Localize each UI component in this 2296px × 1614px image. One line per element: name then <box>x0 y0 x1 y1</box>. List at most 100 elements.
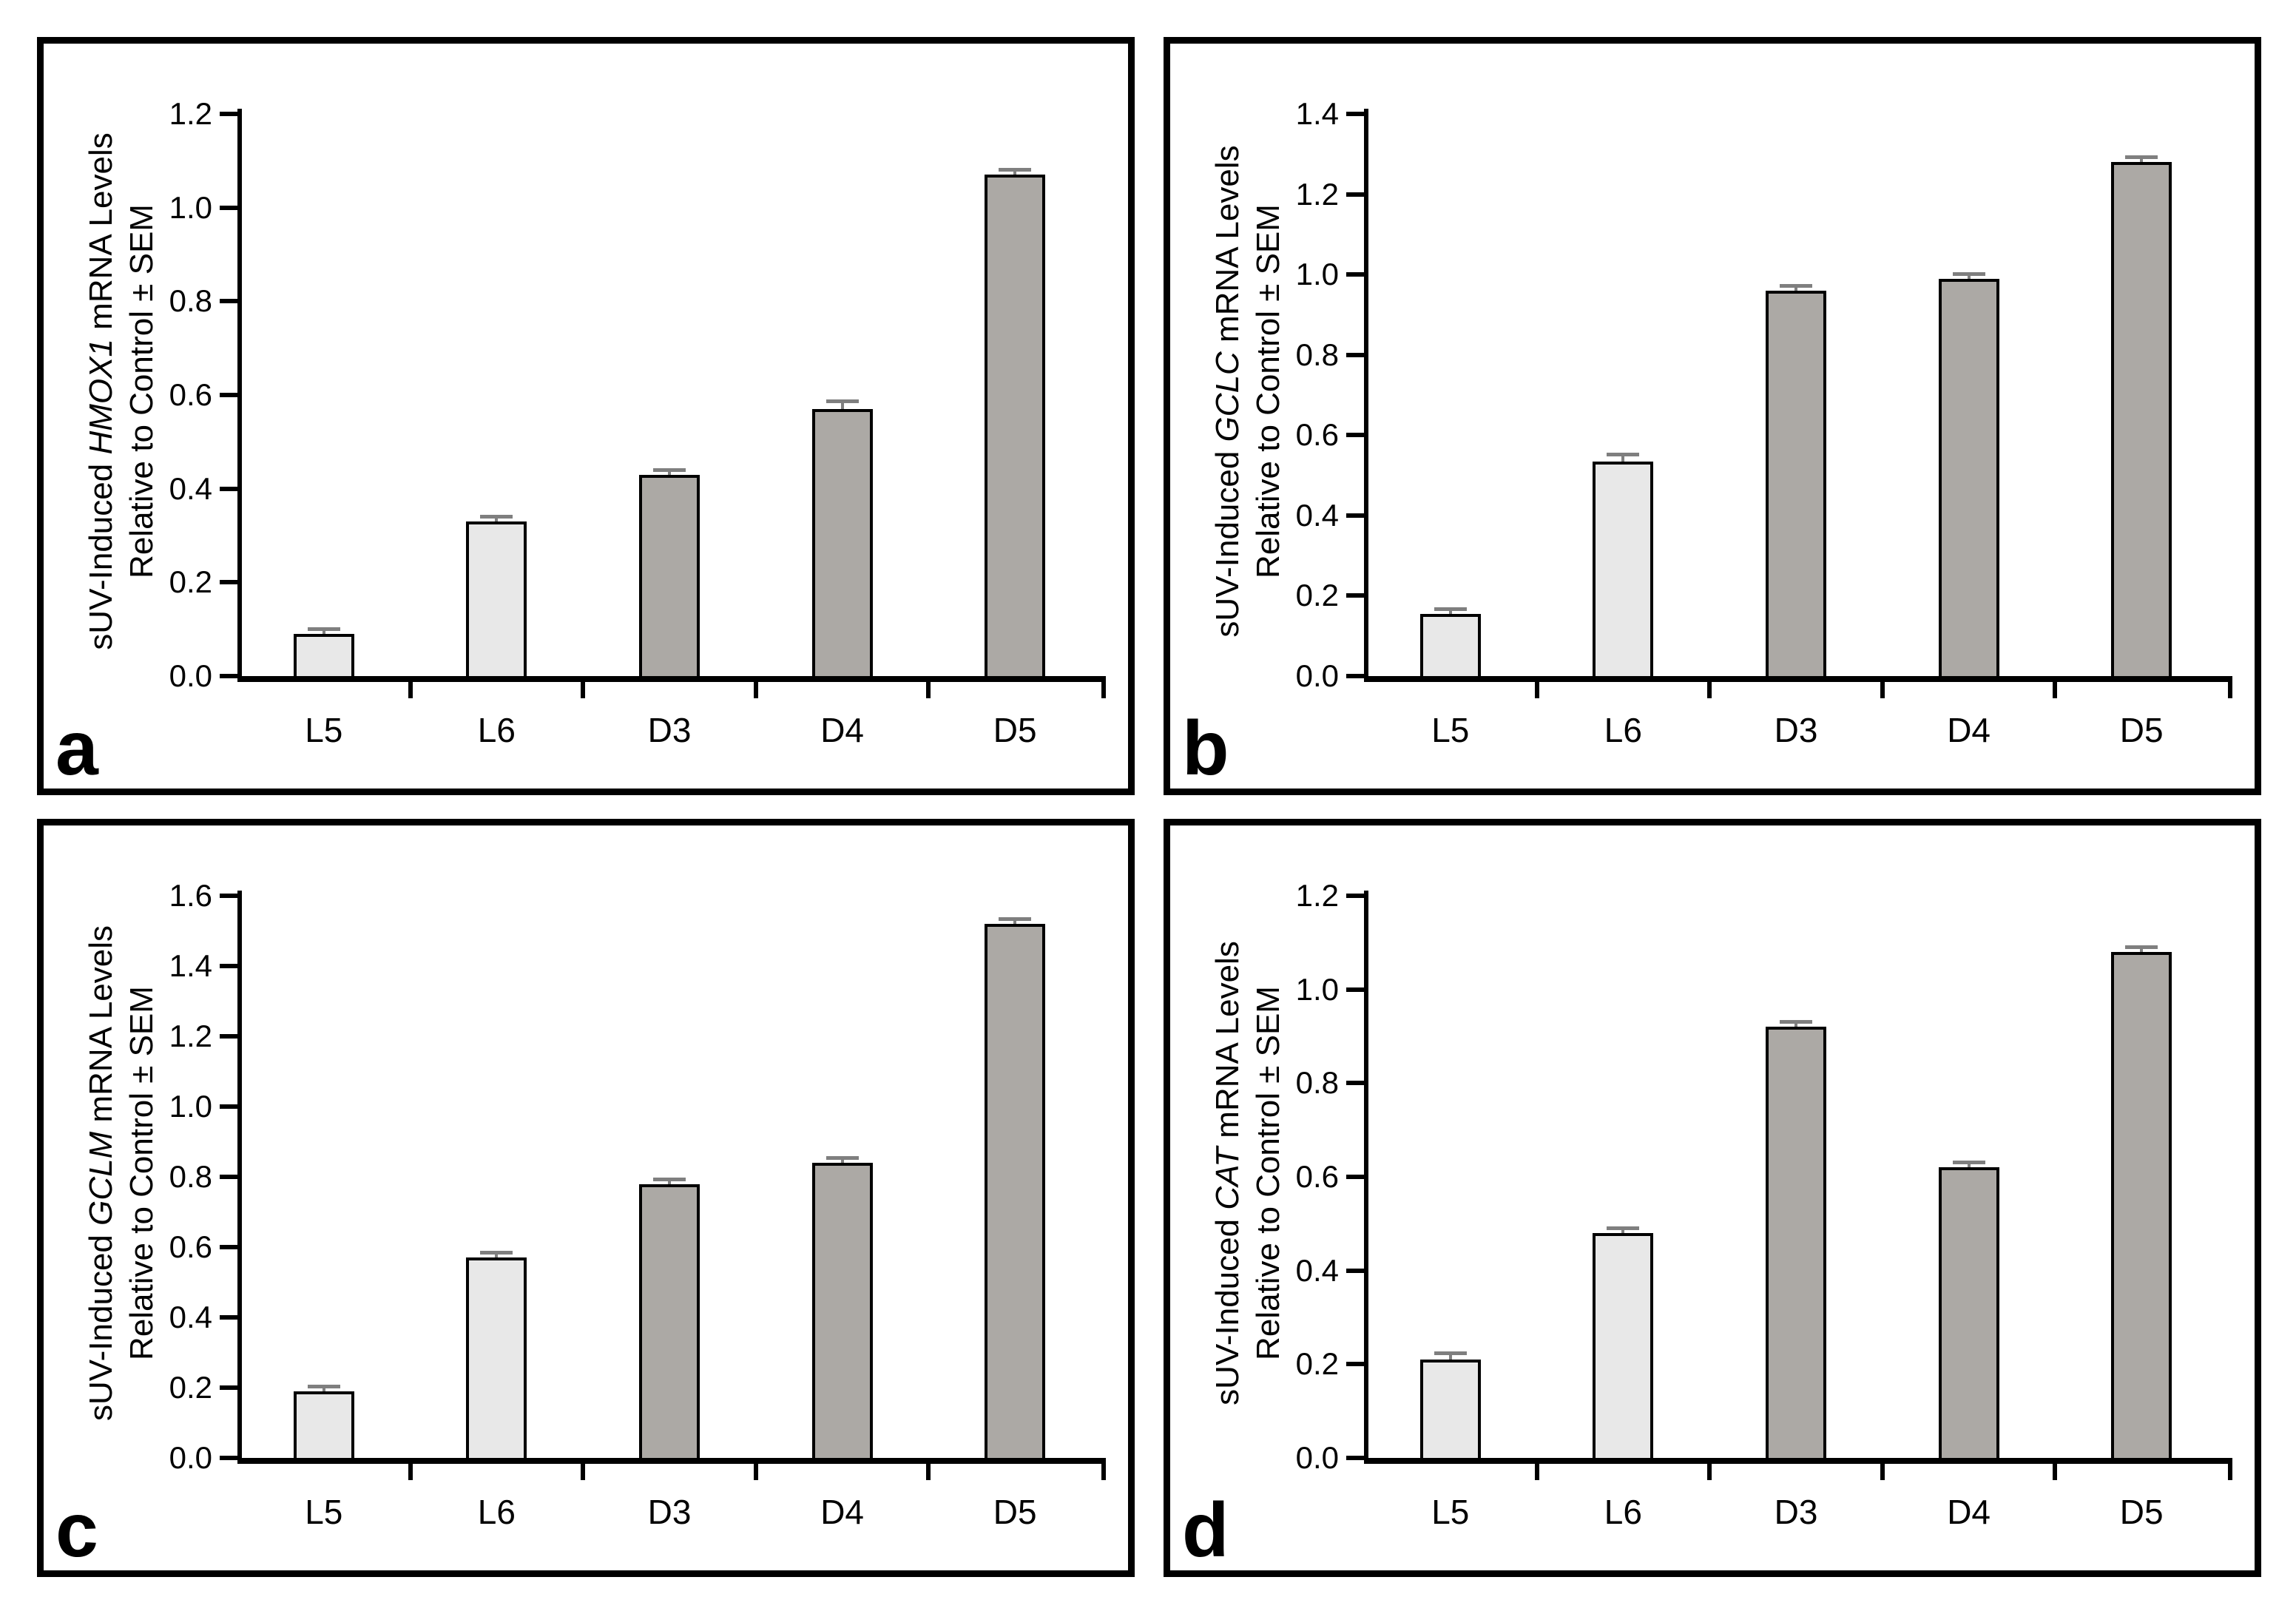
error-bar-whisker <box>1967 275 1971 279</box>
y-tick-mark <box>1346 674 1364 678</box>
error-bar-cap <box>1780 1020 1812 1024</box>
category-label-D4: D4 <box>820 1493 864 1531</box>
error-bar-whisker <box>322 631 325 634</box>
bar-D4 <box>811 409 873 679</box>
error-bar-whisker <box>495 519 499 521</box>
error-bar-whisker <box>668 1181 671 1184</box>
bar-D5 <box>2111 162 2172 679</box>
y-tick-label: 0.8 <box>169 1159 212 1194</box>
category-label-D3: D3 <box>647 1493 692 1531</box>
bar-L6 <box>1593 1233 1654 1461</box>
y-tick-mark <box>220 1245 237 1249</box>
x-tick-mark <box>1534 682 1539 698</box>
y-tick-mark <box>1346 272 1364 277</box>
category-label-L6: L6 <box>1604 711 1642 749</box>
x-axis-line <box>1364 1458 2232 1464</box>
x-tick-mark <box>2228 682 2232 698</box>
y-tick-label: 0.2 <box>169 564 212 600</box>
y-tick-mark <box>220 1385 237 1390</box>
bar-D5 <box>985 175 1046 679</box>
error-bar-whisker <box>840 402 844 409</box>
error-bar-whisker <box>1013 921 1017 924</box>
x-tick-mark <box>753 1464 758 1480</box>
y-tick-label: 1.0 <box>169 1089 212 1124</box>
bar-D4 <box>1938 278 1999 679</box>
error-bar-whisker <box>1794 1024 1797 1027</box>
y-tick-label: 1.4 <box>169 948 212 983</box>
panel-letter-b: b <box>1182 706 1229 791</box>
error-bar-cap <box>1607 1226 1640 1230</box>
x-tick-mark <box>2053 1464 2058 1480</box>
x-tick-mark <box>408 1464 413 1480</box>
category-label-L5: L5 <box>305 1493 343 1531</box>
bar-D3 <box>1766 290 1826 679</box>
y-axis-title-line2: Relative to Control ± SEM <box>1250 204 1286 578</box>
y-tick-mark <box>1346 112 1364 116</box>
y-tick-mark <box>1346 352 1364 357</box>
y-tick-label: 1.2 <box>169 96 212 131</box>
panel-b: sUV-Induced GCLC mRNA Levels Relative to … <box>1164 37 2261 795</box>
y-tick-label: 1.2 <box>1295 176 1339 212</box>
error-bar-whisker <box>2140 159 2144 163</box>
y-axis-line <box>1364 891 1368 1464</box>
y-tick-label: 0.8 <box>169 283 212 319</box>
y-tick-label: 0.4 <box>1295 497 1339 533</box>
error-bar-cap <box>307 1384 340 1388</box>
bar-L5 <box>1419 1360 1481 1461</box>
x-tick-mark <box>2053 682 2058 698</box>
error-bar-whisker <box>840 1160 844 1163</box>
y-tick-label: 0.2 <box>1295 578 1339 613</box>
y-tick-mark <box>1346 513 1364 518</box>
bar-D4 <box>811 1163 873 1461</box>
error-bar-cap <box>2125 945 2158 949</box>
x-tick-mark <box>1101 1464 1106 1480</box>
y-axis-line <box>237 109 242 682</box>
error-bar-cap <box>307 627 340 631</box>
bar-L6 <box>1593 461 1654 679</box>
y-tick-label: 0.0 <box>169 658 212 693</box>
x-tick-mark <box>581 1464 586 1480</box>
y-tick-label: 0.0 <box>1295 1440 1339 1475</box>
y-tick-mark <box>1346 1081 1364 1086</box>
y-tick-mark <box>220 112 237 116</box>
error-bar-whisker <box>495 1255 499 1258</box>
error-bar-cap <box>653 467 686 472</box>
y-axis-title: sUV-Induced GCLC mRNA Levels Relative to … <box>1207 145 1289 637</box>
bar-D4 <box>1938 1167 1999 1461</box>
error-bar-cap <box>1434 1351 1467 1355</box>
x-axis-line <box>237 676 1106 682</box>
category-label-L5: L5 <box>305 711 343 749</box>
x-tick-mark <box>408 682 413 698</box>
y-tick-label: 1.2 <box>169 1019 212 1053</box>
error-bar-whisker <box>1448 610 1452 614</box>
x-tick-mark <box>926 1464 931 1480</box>
category-label-D5: D5 <box>993 1493 1037 1531</box>
y-axis-title-line1: sUV-Induced GCLC mRNA Levels <box>1209 145 1246 638</box>
y-tick-label: 1.0 <box>1295 971 1339 1007</box>
y-tick-mark <box>220 205 237 210</box>
y-tick-label: 1.4 <box>1295 96 1339 131</box>
y-tick-label: 1.6 <box>169 878 212 913</box>
y-tick-label: 0.2 <box>169 1370 212 1405</box>
category-label-L6: L6 <box>477 711 516 749</box>
y-tick-label: 1.2 <box>1295 878 1339 913</box>
x-axis-line <box>1364 676 2232 682</box>
y-tick-mark <box>220 393 237 397</box>
error-bar-whisker <box>1967 1164 1971 1168</box>
y-tick-label: 0.8 <box>1295 337 1339 372</box>
panel-letter-c: c <box>55 1488 98 1573</box>
y-axis-line <box>237 891 242 1464</box>
x-tick-mark <box>1880 682 1885 698</box>
y-tick-label: 1.0 <box>1295 257 1339 292</box>
y-tick-mark <box>220 674 237 678</box>
error-bar-cap <box>1607 452 1640 456</box>
error-bar-cap <box>825 399 859 403</box>
panel-letter-d: d <box>1182 1488 1229 1573</box>
y-tick-mark <box>1346 894 1364 898</box>
error-bar-whisker <box>1621 456 1625 462</box>
x-tick-mark <box>1707 682 1712 698</box>
y-tick-label: 0.8 <box>1295 1065 1339 1101</box>
error-bar-cap <box>1952 1161 1985 1165</box>
bar-L5 <box>293 1391 354 1461</box>
category-label-L5: L5 <box>1431 1493 1470 1531</box>
